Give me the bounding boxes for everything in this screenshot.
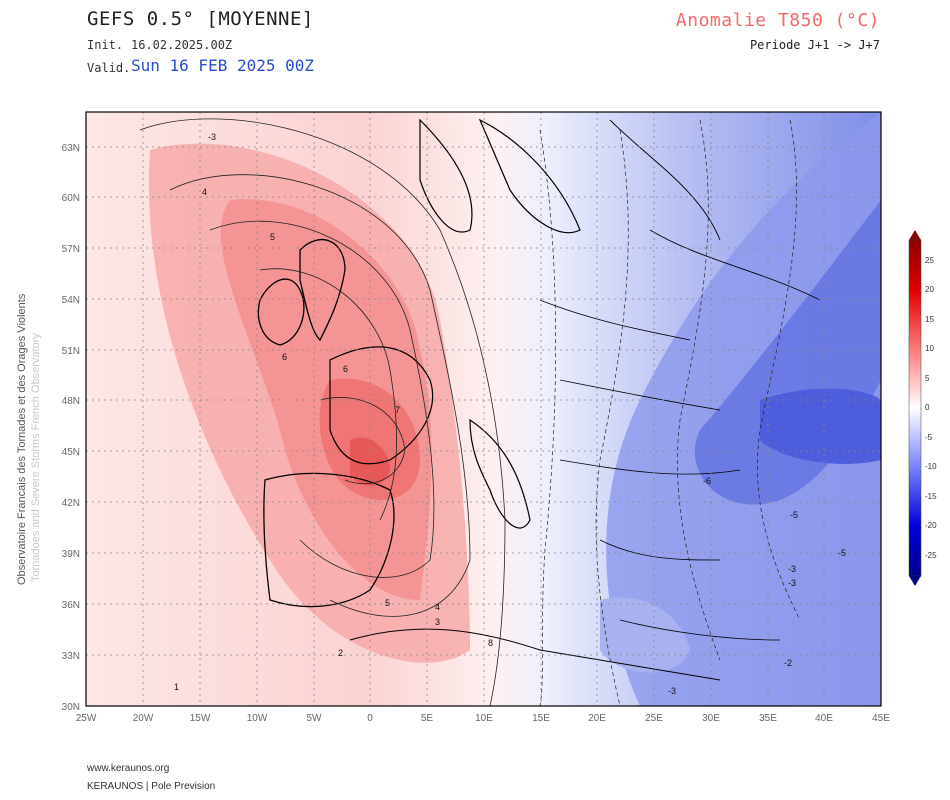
colorbar-tick: 15 — [925, 315, 934, 324]
lon-label: 15W — [190, 713, 211, 724]
contour-label: -2 — [784, 658, 792, 668]
lon-label: 30E — [702, 713, 720, 724]
colorbar-tick: 25 — [925, 256, 934, 265]
contour-label: 5 — [385, 598, 390, 608]
model-title: GEFS 0.5° [MOYENNE] — [87, 8, 314, 30]
grid-lines — [86, 112, 881, 706]
contour-label: -3 — [668, 686, 676, 696]
colorbar-arrow-bottom — [909, 576, 921, 586]
lon-label: 5W — [307, 713, 323, 724]
colorbar-tick: 0 — [925, 403, 930, 412]
lon-label: 40E — [815, 713, 833, 724]
lon-label: 15E — [532, 713, 550, 724]
colorbar-tick: 10 — [925, 344, 934, 353]
lat-label: 57N — [62, 244, 80, 255]
map-area: -3 4 5 6 6 7 1 2 5 4 3 -6 -5 -5 -3 -3 -2… — [86, 112, 881, 706]
map-frame — [85, 111, 882, 707]
lat-label: 39N — [62, 549, 80, 560]
colorbar-tick: -15 — [925, 492, 937, 501]
footer-website: www.keraunos.org — [87, 763, 170, 774]
contour-label: 1 — [174, 682, 179, 692]
contour-label: -3 — [788, 564, 796, 574]
lat-label: 48N — [62, 396, 80, 407]
footer-credit: KERAUNOS | Pole Prevision — [87, 781, 216, 792]
lon-label: 25E — [645, 713, 663, 724]
lon-label: 35E — [759, 713, 777, 724]
lon-label: 0 — [367, 713, 373, 724]
contour-label: 4 — [435, 602, 440, 612]
lon-label: 10W — [247, 713, 268, 724]
colorbar-tick: -5 — [925, 433, 933, 442]
contour-label: -5 — [790, 510, 798, 520]
contour-label: 7 — [395, 405, 400, 415]
lat-label: 63N — [62, 143, 80, 154]
contour-label: 3 — [435, 617, 440, 627]
contour-label: -3 — [208, 132, 216, 142]
colorbar-tick: -20 — [925, 521, 937, 530]
lon-label: 20E — [588, 713, 606, 724]
contour-label: -6 — [703, 476, 711, 486]
forecast-period: Periode J+1 -> J+7 — [749, 38, 880, 52]
colorbar-tick: 5 — [925, 374, 930, 383]
colorbar: 25 20 15 10 5 0 -5 -10 -15 -20 -25 — [908, 230, 937, 586]
lon-label: 45E — [872, 713, 890, 724]
lon-label: 25W — [76, 713, 97, 724]
variable-title: Anomalie T850 (°C) — [675, 10, 880, 31]
contour-label: 6 — [282, 352, 287, 362]
lat-label: 60N — [62, 193, 80, 204]
lat-label: 54N — [62, 295, 80, 306]
lat-label: 33N — [62, 651, 80, 662]
valid-datetime: Sun 16 FEB 2025 00Z — [131, 56, 315, 75]
lon-label: 10E — [475, 713, 493, 724]
contour-label: -3 — [788, 578, 796, 588]
lat-label: 36N — [62, 600, 80, 611]
colorbar-arrow-top — [909, 230, 921, 240]
contour-label: 6 — [343, 364, 348, 374]
lat-label: 51N — [62, 346, 80, 357]
contour-label: 4 — [202, 187, 207, 197]
contour-label: 2 — [338, 648, 343, 658]
colorbar-tick: 20 — [925, 285, 934, 294]
contour-label: 5 — [270, 232, 275, 242]
lon-label: 20W — [133, 713, 154, 724]
init-value: 16.02.2025.00Z — [131, 38, 233, 52]
init-label: Init. — [87, 38, 124, 52]
colorbar-tick: -10 — [925, 462, 937, 471]
lat-label: 45N — [62, 447, 80, 458]
contour-label: -5 — [838, 548, 846, 558]
lat-label: 42N — [62, 498, 80, 509]
valid-label: Valid. — [87, 61, 131, 75]
contour-label: 8 — [488, 638, 493, 648]
lon-label: 5E — [421, 713, 434, 724]
lat-label: 30N — [62, 702, 80, 713]
colorbar-tick: -25 — [925, 551, 937, 560]
